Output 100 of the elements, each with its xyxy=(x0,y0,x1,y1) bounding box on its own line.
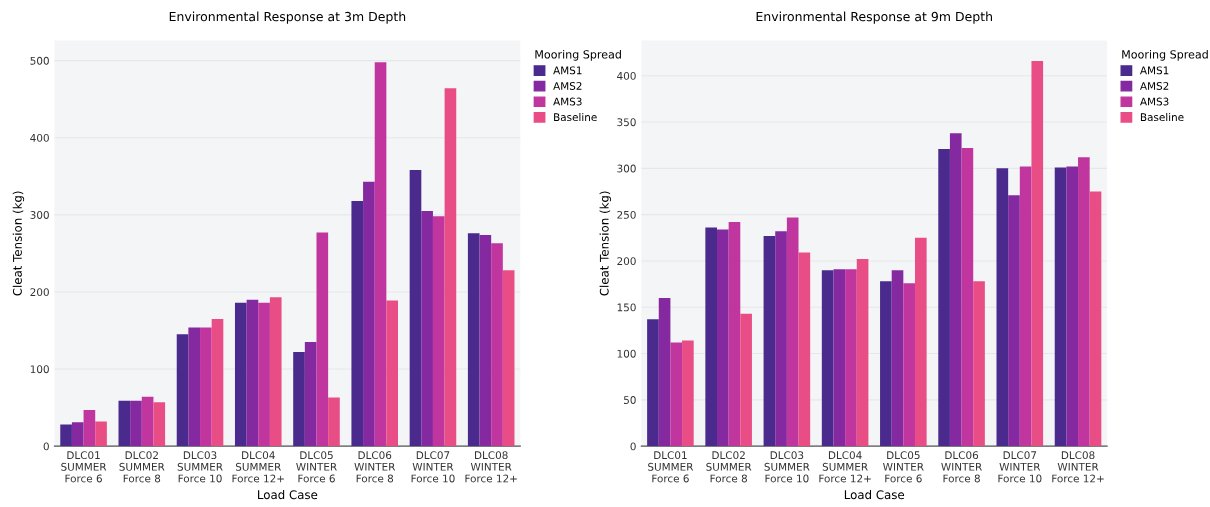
y-tick-label: 0 xyxy=(630,442,636,451)
legend-label: Baseline xyxy=(554,113,597,122)
legend-label: AMS2 xyxy=(1140,82,1169,90)
bar xyxy=(740,313,752,447)
x-tick-label: DLC04 SUMMER Force 12+ xyxy=(819,451,871,483)
bar xyxy=(258,302,270,447)
y-axis-title: Cleat Tension (kg) xyxy=(599,191,611,296)
bar xyxy=(421,210,433,447)
bar xyxy=(269,297,282,447)
bar xyxy=(83,409,96,447)
legend-label: AMS1 xyxy=(1140,66,1169,75)
bar xyxy=(717,229,729,447)
x-tick-label: DLC06 WINTER Force 8 xyxy=(941,451,982,483)
bar xyxy=(118,400,131,447)
bar xyxy=(479,234,492,447)
y-axis-title: Cleat Tension (kg) xyxy=(12,191,25,296)
x-tick-label: DLC03 SUMMER Force 10 xyxy=(764,451,810,483)
bar xyxy=(821,270,834,447)
y-tick-label: 200 xyxy=(30,288,49,297)
bar xyxy=(409,170,422,447)
bar xyxy=(658,298,671,447)
bar xyxy=(763,235,776,447)
bar xyxy=(647,319,659,447)
bar xyxy=(1066,166,1079,447)
y-tick-label: 400 xyxy=(617,71,636,80)
bar xyxy=(176,334,189,447)
x-tick-label: DLC01 SUMMER Force 6 xyxy=(648,451,694,483)
bar xyxy=(1054,167,1067,447)
bar xyxy=(891,270,904,447)
y-tick-label: 300 xyxy=(617,164,636,173)
bar xyxy=(188,327,201,447)
legend-label: AMS2 xyxy=(553,82,582,90)
x-tick-label: DLC07 WINTER Force 10 xyxy=(998,451,1042,483)
bar xyxy=(996,168,1009,447)
bar xyxy=(71,422,84,447)
bar xyxy=(444,88,457,447)
bar xyxy=(351,200,364,447)
y-tick-label: 0 xyxy=(43,442,49,451)
y-tick-label: 100 xyxy=(30,365,49,374)
bar xyxy=(938,148,950,447)
legend-title: Mooring Spread xyxy=(1122,49,1208,61)
x-tick-label: DLC08 WINTER Force 12+ xyxy=(465,451,517,483)
bar xyxy=(234,302,247,447)
x-tick-label: DLC02 SUMMER Force 8 xyxy=(706,451,752,483)
bar xyxy=(786,217,799,447)
y-tick-label: 100 xyxy=(617,349,636,358)
legend-label: Baseline xyxy=(1140,113,1184,122)
legend-title: Mooring Spread xyxy=(535,49,621,61)
bar xyxy=(60,424,72,447)
x-tick-label: DLC06 WINTER Force 8 xyxy=(354,451,396,483)
bar xyxy=(798,252,811,447)
bar xyxy=(153,402,166,447)
bar xyxy=(95,421,107,447)
bar xyxy=(200,327,212,447)
bar xyxy=(856,259,869,447)
y-tick-label: 500 xyxy=(30,56,49,65)
y-tick-label: 300 xyxy=(30,211,49,219)
bar xyxy=(130,400,142,447)
legend-label: AMS1 xyxy=(553,66,582,75)
x-tick-label: DLC05 WINTER Force 6 xyxy=(883,451,924,483)
y-tick-label: 250 xyxy=(617,210,636,219)
bar xyxy=(880,281,892,447)
bar xyxy=(328,397,340,447)
x-tick-label: DLC08 WINTER Force 12+ xyxy=(1052,451,1104,483)
bar xyxy=(705,227,717,447)
bar xyxy=(1078,157,1090,447)
bar xyxy=(502,270,515,447)
legend-label: AMS3 xyxy=(553,97,582,106)
bar xyxy=(1089,191,1102,447)
bar xyxy=(833,269,846,447)
bar xyxy=(973,281,985,447)
bar xyxy=(304,342,317,447)
bar xyxy=(949,133,962,447)
y-tick-label: 350 xyxy=(617,118,636,127)
x-tick-label: DLC03 SUMMER Force 10 xyxy=(177,451,223,483)
x-axis-title: Load Case xyxy=(844,489,905,500)
bar xyxy=(670,342,683,447)
bar xyxy=(775,231,787,447)
bar xyxy=(1019,166,1032,447)
bar xyxy=(432,216,445,447)
bar xyxy=(374,62,387,447)
bar xyxy=(728,222,741,447)
y-tick-label: 400 xyxy=(30,133,49,142)
bar xyxy=(467,233,480,447)
bar xyxy=(141,396,154,447)
y-tick-label: 50 xyxy=(623,396,636,404)
bar xyxy=(293,352,305,447)
x-tick-label: DLC02 SUMMER Force 8 xyxy=(119,451,165,483)
x-axis-title: Load Case xyxy=(258,489,318,500)
bar xyxy=(903,283,915,447)
bar xyxy=(246,299,259,447)
y-tick-label: 150 xyxy=(617,303,636,312)
bar xyxy=(845,269,857,447)
x-tick-label: DLC04 SUMMER Force 12+ xyxy=(232,451,284,483)
bar xyxy=(1008,195,1020,447)
x-tick-label: DLC07 WINTER Force 10 xyxy=(411,451,455,483)
legend-label: AMS3 xyxy=(1140,97,1169,106)
bar xyxy=(386,300,399,447)
bar xyxy=(211,318,224,447)
chart-title: Environmental Response at 9m Depth xyxy=(756,11,992,24)
